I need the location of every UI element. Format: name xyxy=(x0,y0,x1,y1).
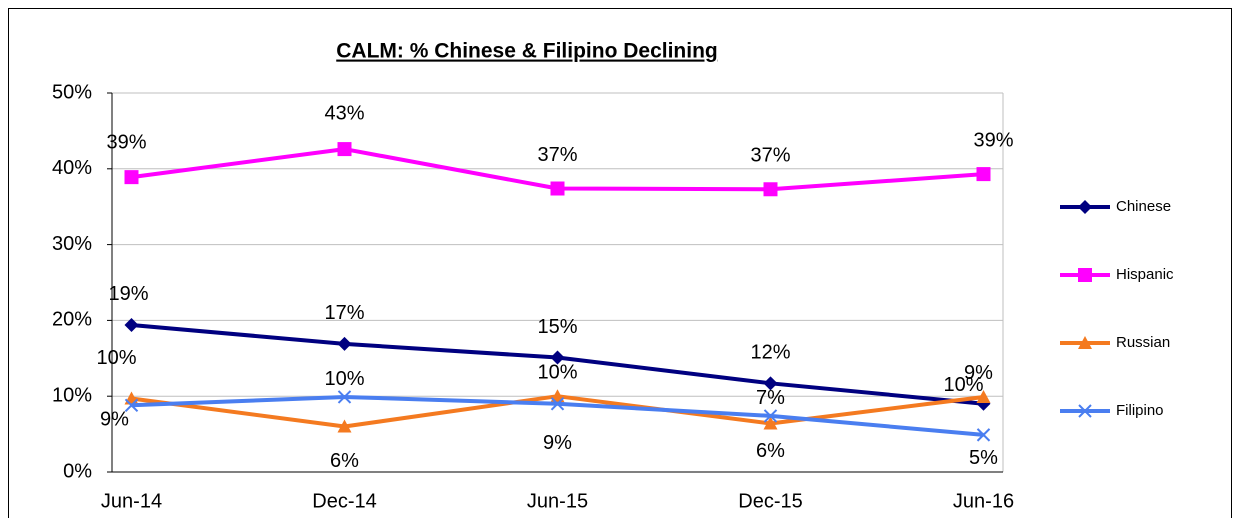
data-point xyxy=(976,428,991,442)
data-label: 9% xyxy=(543,432,572,454)
data-label: 10% xyxy=(96,347,136,369)
data-label: 10% xyxy=(943,374,983,396)
x-tick-label: Jun-16 xyxy=(953,490,1014,512)
chart-title: CALM: % Chinese & Filipino Declining xyxy=(336,40,718,63)
data-label: 19% xyxy=(108,283,148,305)
data-label: 37% xyxy=(537,144,577,166)
y-tick-label: 0% xyxy=(63,460,92,482)
legend-marker xyxy=(1078,268,1092,282)
y-tick-label: 40% xyxy=(52,157,92,179)
legend-label: Filipino xyxy=(1116,402,1164,419)
data-point xyxy=(550,397,565,411)
data-label: 9% xyxy=(100,409,129,431)
data-label: 6% xyxy=(756,440,785,462)
data-label: 5% xyxy=(969,447,998,469)
x-tick-label: Jun-14 xyxy=(101,490,162,512)
data-point xyxy=(763,409,778,423)
data-label: 37% xyxy=(750,145,790,167)
x-tick-label: Jun-15 xyxy=(527,490,588,512)
data-label: 7% xyxy=(756,387,785,409)
data-label: 15% xyxy=(537,316,577,338)
y-tick-label: 30% xyxy=(52,233,92,255)
data-point xyxy=(124,317,139,332)
chart-border xyxy=(8,8,1232,523)
data-point xyxy=(337,336,352,351)
x-tick-label: Dec-15 xyxy=(738,490,802,512)
legend-marker xyxy=(1078,200,1092,214)
data-point xyxy=(550,350,565,365)
data-label: 10% xyxy=(324,368,364,390)
y-tick-label: 20% xyxy=(52,309,92,331)
legend-marker xyxy=(1078,404,1092,418)
data-point xyxy=(763,182,778,197)
legend-label: Russian xyxy=(1116,334,1170,351)
data-label: 6% xyxy=(330,450,359,472)
data-point xyxy=(124,398,139,413)
data-label: 9% xyxy=(964,362,993,384)
data-point xyxy=(337,390,352,404)
data-point xyxy=(337,419,352,433)
x-tick-label: Dec-14 xyxy=(312,490,376,512)
data-point xyxy=(976,167,991,182)
data-label: 12% xyxy=(750,342,790,364)
data-label: 43% xyxy=(324,102,364,124)
data-label: 17% xyxy=(324,302,364,324)
data-point xyxy=(124,170,139,185)
y-tick-label: 50% xyxy=(52,81,92,103)
data-label: 39% xyxy=(973,129,1013,151)
data-label: 39% xyxy=(106,131,146,153)
data-point xyxy=(976,389,991,403)
legend-label: Chinese xyxy=(1116,198,1171,215)
data-point xyxy=(763,376,778,391)
legend-marker xyxy=(1078,336,1092,349)
legend-label: Hispanic xyxy=(1116,266,1174,283)
data-point xyxy=(337,142,352,157)
y-tick-label: 10% xyxy=(52,384,92,406)
data-label: 10% xyxy=(537,361,577,383)
data-point xyxy=(763,416,778,430)
data-point xyxy=(550,181,565,196)
